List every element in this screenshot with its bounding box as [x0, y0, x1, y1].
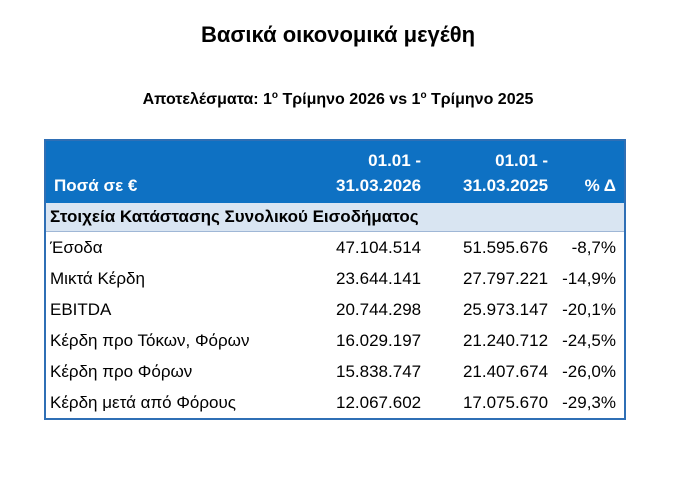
percent-change: -14,9% — [562, 268, 616, 288]
subtitle-middle: Τρίμηνο 2026 vs 1 — [278, 91, 421, 108]
header-amounts-label: Ποσά σε € — [46, 141, 302, 203]
table-row: Μικτά Κέρδη 23.644.141 27.797.221 -14,9% — [46, 263, 624, 294]
header-period-2025: 01.01 - 31.03.2025 — [429, 141, 556, 203]
financial-table-container: Ποσά σε € 01.01 - 31.03.2026 01.01 - 31.… — [44, 139, 626, 420]
value-2026: 16.029.197 — [336, 330, 422, 350]
page-title: Βασικά οικονομικά μεγέθη — [200, 22, 476, 47]
value-2026: 12.067.602 — [336, 392, 422, 412]
value-2025: 21.407.674 — [462, 361, 549, 381]
row-label: Μικτά Κέρδη — [50, 268, 145, 288]
financial-table: Ποσά σε € 01.01 - 31.03.2026 01.01 - 31.… — [46, 141, 624, 418]
value-2026: 23.644.141 — [336, 268, 422, 288]
percent-change: -8,7% — [571, 237, 616, 257]
header-2025-line2: 31.03.2025 — [462, 176, 549, 195]
subtitle-ordinal-1: ο — [271, 90, 279, 101]
row-label: Κέρδη προ Φόρων — [50, 361, 193, 381]
value-2025: 17.075.670 — [462, 392, 549, 412]
table-row: EBITDA 20.744.298 25.973.147 -20,1% — [46, 294, 624, 325]
value-2026: 47.104.514 — [336, 237, 422, 257]
header-2026-line2: 31.03.2026 — [336, 176, 422, 195]
row-label: EBITDA — [50, 299, 112, 319]
value-2026: 15.838.747 — [336, 361, 422, 381]
results-subtitle: Αποτελέσματα: 1ο Τρίμηνο 2026 vs 1ο Τρίμ… — [0, 90, 676, 109]
header-amounts-text: Ποσά σε € — [54, 176, 138, 195]
percent-change: -29,3% — [562, 392, 616, 412]
percent-change: -24,5% — [562, 330, 616, 350]
value-2025: 51.595.676 — [462, 237, 549, 257]
header-2026-line1: 01.01 - — [368, 151, 422, 170]
table-row: Κέρδη προ Τόκων, Φόρων 16.029.197 21.240.7… — [46, 325, 624, 356]
section-title: Στοιχεία Κατάστασης Συνολικού Εισοδήματο… — [46, 203, 624, 232]
header-2025-line1: 01.01 - — [495, 151, 549, 170]
value-2025: 25.973.147 — [462, 299, 549, 319]
header-percent-change: % Δ — [556, 141, 624, 203]
value-2025: 27.797.221 — [462, 268, 549, 288]
row-label: Έσοδα — [50, 237, 103, 257]
percent-change: -20,1% — [562, 299, 616, 319]
value-2026: 20.744.298 — [336, 299, 422, 319]
header-period-2026: 01.01 - 31.03.2026 — [302, 141, 429, 203]
subtitle-prefix: Αποτελέσματα: 1 — [142, 91, 272, 108]
percent-change: -26,0% — [562, 361, 616, 381]
table-header-row: Ποσά σε € 01.01 - 31.03.2026 01.01 - 31.… — [46, 141, 624, 203]
row-label: Κέρδη προ Τόκων, Φόρων — [50, 330, 250, 350]
table-row: Έσοδα 47.104.514 51.595.676 -8,7% — [46, 232, 624, 264]
value-2025: 21.240.712 — [462, 330, 549, 350]
table-row: Κέρδη προ Φόρων 15.838.747 21.407.674 -26,0… — [46, 356, 624, 387]
subtitle-ordinal-2: ο — [420, 90, 427, 101]
subtitle-suffix: Τρίμηνο 2025 — [426, 91, 534, 108]
row-label: Κέρδη μετά από Φόρους — [50, 392, 236, 412]
table-row: Κέρδη μετά από Φόρους 12.067.602 17.075.67… — [46, 387, 624, 418]
section-header-row: Στοιχεία Κατάστασης Συνολικού Εισοδήματο… — [46, 203, 624, 232]
header-percent-text: % Δ — [584, 176, 616, 195]
